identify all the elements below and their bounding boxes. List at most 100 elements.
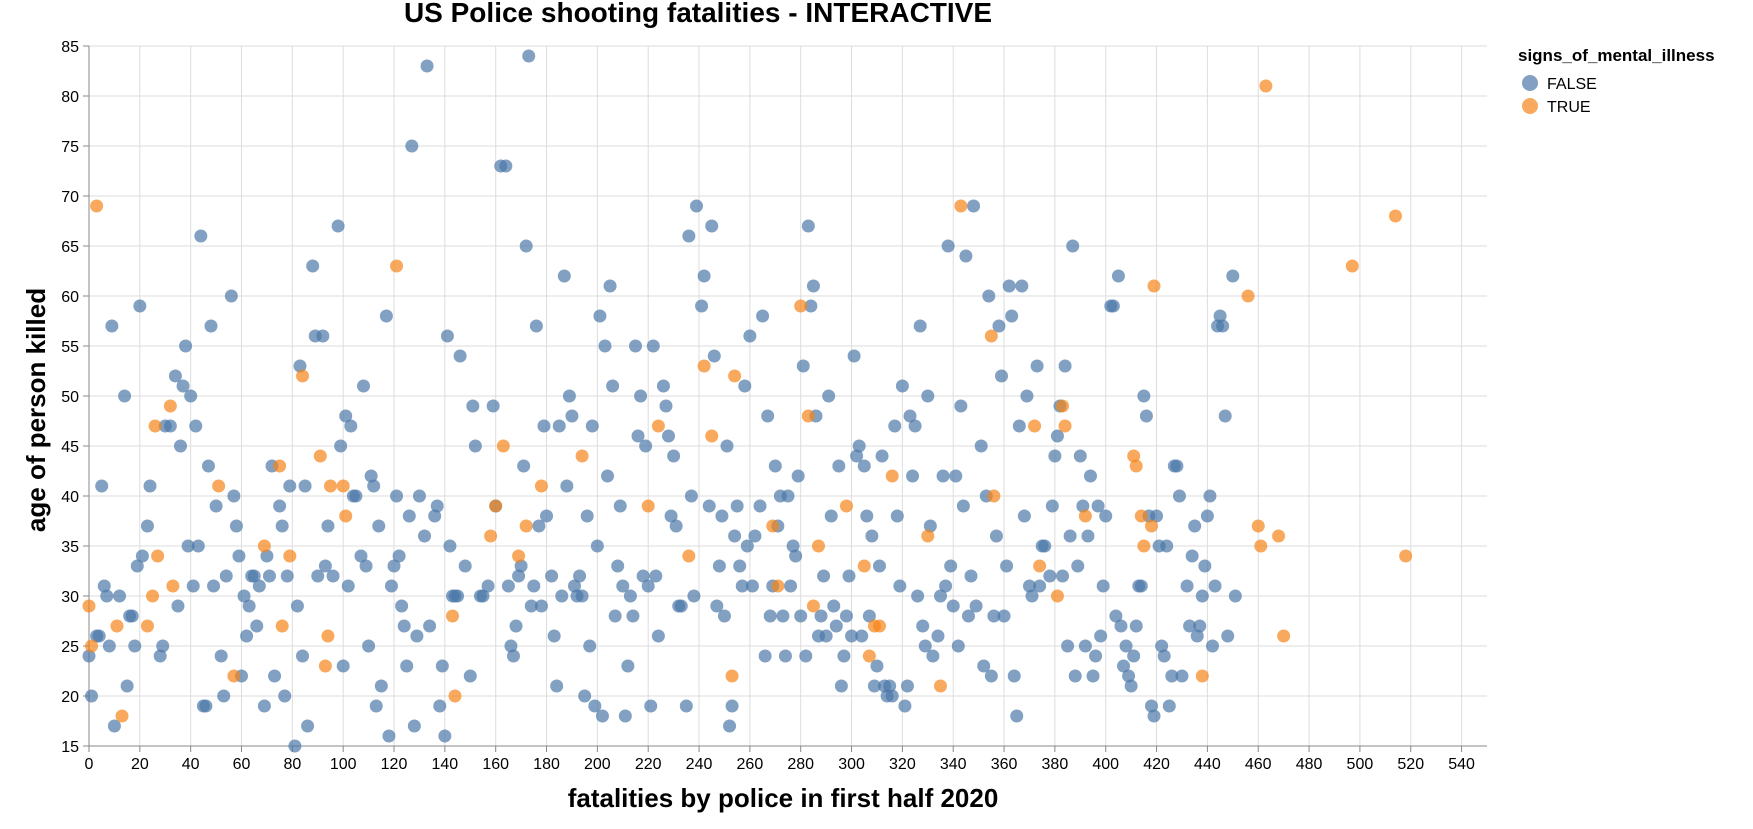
data-point[interactable] bbox=[674, 599, 688, 613]
data-point[interactable] bbox=[1117, 659, 1131, 673]
data-point[interactable] bbox=[484, 529, 498, 543]
data-point[interactable] bbox=[1081, 529, 1095, 543]
data-point[interactable] bbox=[852, 439, 866, 453]
data-point[interactable] bbox=[420, 59, 434, 73]
data-point[interactable] bbox=[1144, 699, 1158, 713]
data-point[interactable] bbox=[339, 509, 353, 523]
data-point[interactable] bbox=[318, 559, 332, 573]
data-point[interactable] bbox=[1228, 589, 1242, 603]
data-point[interactable] bbox=[995, 369, 1009, 383]
data-point[interactable] bbox=[148, 419, 162, 433]
data-point[interactable] bbox=[893, 579, 907, 593]
data-point[interactable] bbox=[204, 319, 218, 333]
data-point[interactable] bbox=[372, 519, 386, 533]
data-point[interactable] bbox=[186, 579, 200, 593]
data-point[interactable] bbox=[321, 629, 335, 643]
data-point[interactable] bbox=[283, 549, 297, 563]
data-point[interactable] bbox=[1200, 509, 1214, 523]
data-point[interactable] bbox=[407, 719, 421, 733]
data-point[interactable] bbox=[512, 549, 526, 563]
data-point[interactable] bbox=[262, 569, 276, 583]
data-point[interactable] bbox=[268, 669, 282, 683]
data-point[interactable] bbox=[855, 629, 869, 643]
data-point[interactable] bbox=[504, 639, 518, 653]
data-point[interactable] bbox=[603, 279, 617, 293]
data-point[interactable] bbox=[397, 619, 411, 633]
data-point[interactable] bbox=[168, 369, 182, 383]
data-point[interactable] bbox=[125, 609, 139, 623]
data-point[interactable] bbox=[540, 509, 554, 523]
data-point[interactable] bbox=[143, 479, 157, 493]
data-point[interactable] bbox=[1139, 409, 1153, 423]
data-point[interactable] bbox=[1134, 579, 1148, 593]
data-point[interactable] bbox=[1000, 559, 1014, 573]
data-point[interactable] bbox=[1056, 569, 1070, 583]
data-point[interactable] bbox=[1096, 579, 1110, 593]
data-point[interactable] bbox=[735, 579, 749, 593]
data-point[interactable] bbox=[875, 449, 889, 463]
data-point[interactable] bbox=[781, 489, 795, 503]
data-point[interactable] bbox=[359, 559, 373, 573]
data-point[interactable] bbox=[989, 529, 1003, 543]
data-point[interactable] bbox=[519, 239, 533, 253]
data-point[interactable] bbox=[567, 579, 581, 593]
data-point[interactable] bbox=[534, 599, 548, 613]
data-point[interactable] bbox=[1030, 359, 1044, 373]
data-point[interactable] bbox=[128, 639, 142, 653]
data-point[interactable] bbox=[806, 279, 820, 293]
data-point[interactable] bbox=[956, 499, 970, 513]
data-point[interactable] bbox=[1114, 619, 1128, 633]
data-point[interactable] bbox=[140, 519, 154, 533]
data-point[interactable] bbox=[1277, 629, 1291, 643]
data-point[interactable] bbox=[776, 609, 790, 623]
data-point[interactable] bbox=[984, 669, 998, 683]
data-point[interactable] bbox=[151, 549, 165, 563]
data-point[interactable] bbox=[331, 219, 345, 233]
data-point[interactable] bbox=[921, 529, 935, 543]
data-point[interactable] bbox=[1022, 579, 1036, 593]
data-point[interactable] bbox=[201, 459, 215, 473]
data-point[interactable] bbox=[916, 619, 930, 633]
data-point[interactable] bbox=[367, 479, 381, 493]
data-point[interactable] bbox=[189, 419, 203, 433]
data-point[interactable] bbox=[458, 559, 472, 573]
data-point[interactable] bbox=[921, 389, 935, 403]
data-point[interactable] bbox=[362, 639, 376, 653]
data-point[interactable] bbox=[339, 409, 353, 423]
data-point[interactable] bbox=[1061, 639, 1075, 653]
data-point[interactable] bbox=[176, 379, 190, 393]
data-point[interactable] bbox=[799, 649, 813, 663]
data-point[interactable] bbox=[82, 599, 96, 613]
data-point[interactable] bbox=[756, 309, 770, 323]
data-point[interactable] bbox=[1155, 639, 1169, 653]
data-point[interactable] bbox=[517, 459, 531, 473]
data-point[interactable] bbox=[1078, 639, 1092, 653]
data-point[interactable] bbox=[290, 599, 304, 613]
data-point[interactable] bbox=[944, 559, 958, 573]
data-point[interactable] bbox=[214, 649, 228, 663]
data-point[interactable] bbox=[695, 299, 709, 313]
data-point[interactable] bbox=[273, 499, 287, 513]
data-point[interactable] bbox=[725, 669, 739, 683]
data-point[interactable] bbox=[273, 459, 287, 473]
data-point[interactable] bbox=[959, 249, 973, 263]
data-point[interactable] bbox=[913, 319, 927, 333]
data-point[interactable] bbox=[984, 329, 998, 343]
data-point[interactable] bbox=[1172, 489, 1186, 503]
data-point[interactable] bbox=[682, 229, 696, 243]
data-point[interactable] bbox=[423, 619, 437, 633]
data-point[interactable] bbox=[900, 679, 914, 693]
data-point[interactable] bbox=[1078, 509, 1092, 523]
data-point[interactable] bbox=[435, 659, 449, 673]
data-point[interactable] bbox=[466, 399, 480, 413]
data-point[interactable] bbox=[102, 639, 116, 653]
data-point[interactable] bbox=[730, 499, 744, 513]
data-point[interactable] bbox=[316, 329, 330, 343]
data-point[interactable] bbox=[1010, 709, 1024, 723]
data-point[interactable] bbox=[524, 599, 538, 613]
data-point[interactable] bbox=[1017, 509, 1031, 523]
data-point[interactable] bbox=[829, 619, 843, 633]
data-point[interactable] bbox=[405, 139, 419, 153]
data-point[interactable] bbox=[733, 559, 747, 573]
data-point[interactable] bbox=[278, 689, 292, 703]
